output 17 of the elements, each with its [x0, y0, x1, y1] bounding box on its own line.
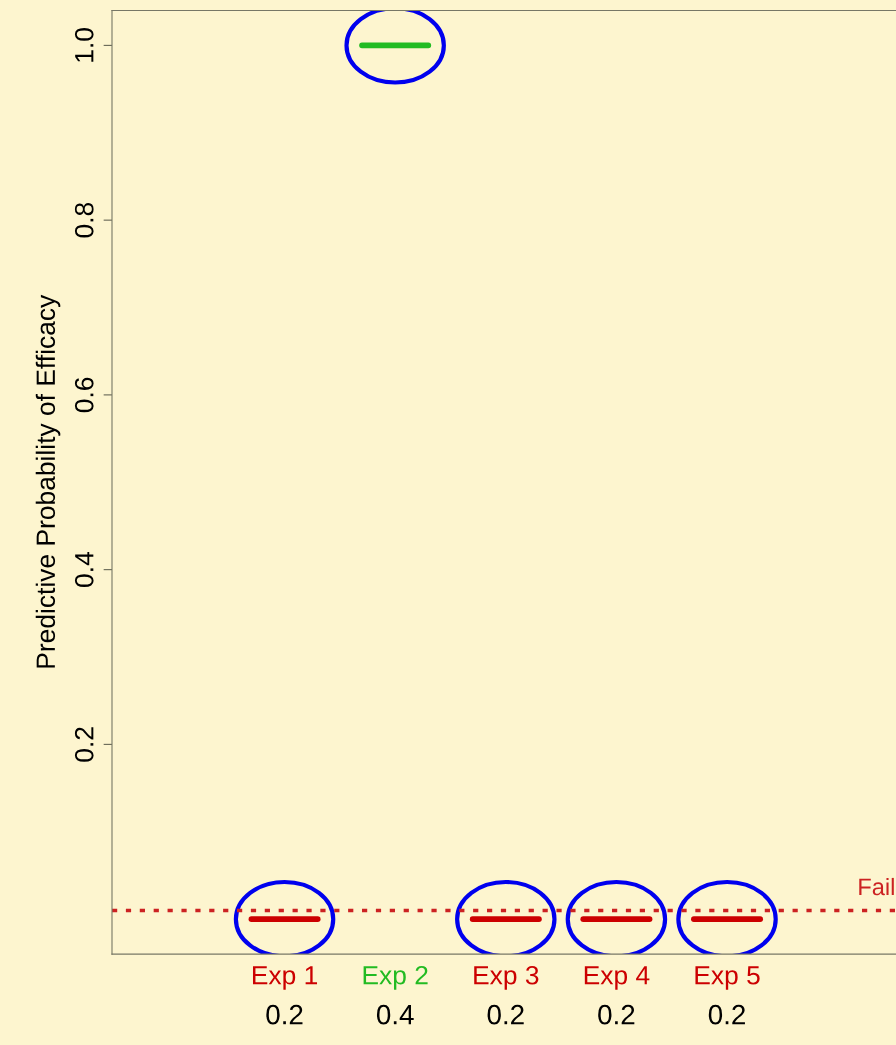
text: 0.4: [376, 1004, 414, 1025]
y-axis-title: Predictive Probability of Efficacy: [35, 294, 61, 668]
text: 0.2: [708, 1004, 745, 1025]
text: 0.2: [598, 1004, 635, 1025]
x-tick-label: Exp 4: [584, 966, 650, 990]
y-tick-label: 0.2: [74, 727, 94, 762]
x-tick-label: Exp 3: [474, 965, 539, 990]
y-tick-label: 0.8: [74, 202, 94, 238]
text: 0.2: [266, 1004, 303, 1025]
text: 0.2: [487, 1004, 524, 1025]
y-tick-label: 0.6: [74, 377, 94, 413]
y-tick-label: 0.4: [74, 552, 94, 587]
x-tick-label: Exp 5: [695, 966, 760, 990]
x-tick-label: Exp 2: [363, 965, 428, 990]
ref-line-label: Fail: [859, 877, 894, 896]
x-tick-label: Exp 1: [252, 966, 318, 990]
y-tick-label: 1.0: [74, 28, 94, 62]
